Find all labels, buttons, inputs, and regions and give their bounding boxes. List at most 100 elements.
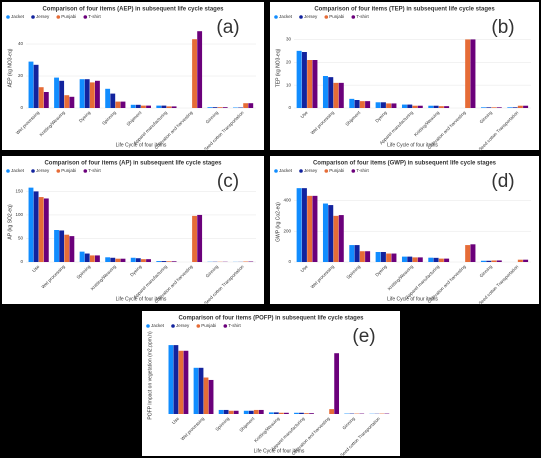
y-axis-title: AEP (kg NO3-eq) xyxy=(7,48,13,87)
bar xyxy=(386,103,392,108)
bar xyxy=(146,105,151,108)
bar xyxy=(105,257,111,262)
bar xyxy=(135,258,141,262)
legend-marker xyxy=(31,15,35,19)
y-axis-title: POFP Impact on vegetation (m2.ppm.h) xyxy=(147,331,153,420)
bar xyxy=(59,230,65,262)
y-tick-label: 40 xyxy=(18,41,24,46)
legend-label: T-shirt xyxy=(356,168,369,173)
bar xyxy=(380,102,386,108)
bar xyxy=(69,236,75,262)
bar xyxy=(207,107,213,108)
bar xyxy=(197,214,203,262)
legend-label: T-shirt xyxy=(228,323,241,328)
bar xyxy=(130,257,136,262)
legend-label: Punjabi xyxy=(329,168,344,173)
y-tick-label: 0 xyxy=(288,105,291,110)
bar xyxy=(328,77,334,108)
chart-title: Comparison of four items (AP) in subsequ… xyxy=(44,161,222,167)
bar xyxy=(243,103,249,108)
legend-label: Jersey xyxy=(176,323,190,328)
bar xyxy=(312,60,318,108)
bar xyxy=(380,252,386,262)
bar xyxy=(294,412,299,414)
bar xyxy=(233,410,239,414)
bar xyxy=(135,104,141,108)
bar xyxy=(161,105,167,108)
y-axis-title: AP (kg SO2-eq) xyxy=(7,204,13,240)
bar xyxy=(178,350,184,414)
bar xyxy=(228,410,234,414)
legend-label: Jersey xyxy=(304,168,318,173)
bar xyxy=(146,259,151,262)
bar xyxy=(115,258,121,262)
chart-title: Comparison of four items (TEP) in subseq… xyxy=(314,7,495,13)
bar xyxy=(161,261,167,262)
bar xyxy=(64,234,70,262)
bar xyxy=(333,82,339,108)
bar xyxy=(438,258,444,262)
bar xyxy=(193,367,199,414)
bar xyxy=(486,107,492,108)
bar xyxy=(84,253,90,262)
legend-marker xyxy=(196,324,201,328)
bar xyxy=(329,409,334,414)
bar xyxy=(168,345,174,414)
bar xyxy=(79,251,85,262)
bar xyxy=(301,188,307,262)
legend-marker xyxy=(56,169,61,173)
x-axis-title: Life Cycle of four items xyxy=(116,296,167,302)
bar xyxy=(89,82,95,108)
legend-label: Punjabi xyxy=(201,323,216,328)
panel-label: (b) xyxy=(491,17,514,38)
bar xyxy=(491,107,497,108)
bar xyxy=(28,61,34,108)
bar xyxy=(28,187,34,262)
bar xyxy=(208,379,214,414)
bar xyxy=(89,255,95,262)
bar xyxy=(198,367,204,414)
bar xyxy=(428,105,434,108)
y-axis-title: TEP (kg NO3-eq) xyxy=(275,48,281,87)
legend-marker xyxy=(351,15,356,19)
legend-label: Jersey xyxy=(36,168,50,173)
bar xyxy=(120,101,126,108)
bar xyxy=(359,251,365,262)
x-tick-label: Use xyxy=(171,416,181,426)
bar xyxy=(470,244,476,262)
bar xyxy=(59,80,65,108)
legend-marker xyxy=(31,169,35,173)
bar xyxy=(173,345,179,414)
bar xyxy=(156,105,162,108)
legend-label: Punjabi xyxy=(61,14,76,19)
bar xyxy=(433,257,439,262)
legend-marker xyxy=(56,15,61,19)
bar xyxy=(222,107,228,108)
legend-marker xyxy=(171,324,175,328)
bar xyxy=(183,350,189,414)
bar xyxy=(304,413,309,414)
panel-label: (e) xyxy=(352,326,375,347)
bar xyxy=(391,103,397,108)
bar xyxy=(309,413,314,414)
bar xyxy=(33,64,39,108)
bar xyxy=(141,105,146,108)
bar xyxy=(359,101,365,108)
bar xyxy=(401,256,407,262)
y-tick-label: 20 xyxy=(18,73,24,78)
bar xyxy=(417,257,423,262)
y-tick-label: 200 xyxy=(283,228,291,233)
legend-label: Jacket xyxy=(151,323,165,328)
bar xyxy=(130,104,136,108)
bar xyxy=(248,410,254,414)
bar xyxy=(375,252,381,262)
bar xyxy=(470,39,476,108)
bar xyxy=(84,79,90,108)
bar xyxy=(517,259,523,262)
bar xyxy=(217,107,223,108)
bar xyxy=(349,245,355,262)
bar xyxy=(349,98,355,108)
bar xyxy=(301,52,307,108)
bar xyxy=(407,104,413,108)
bar xyxy=(171,261,177,262)
